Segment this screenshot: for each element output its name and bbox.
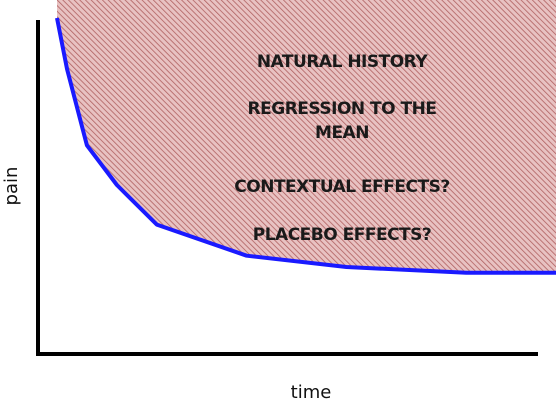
annotation-regression-line2: MEAN	[315, 123, 369, 143]
annotation-contextual-effects: CONTEXTUAL EFFECTS?	[234, 177, 449, 197]
x-axis-label: time	[291, 382, 332, 400]
shaded-region	[57, 0, 556, 273]
annotation-regression-line1: REGRESSION TO THE	[248, 99, 437, 119]
annotation-placebo-effects: PLACEBO EFFECTS?	[253, 225, 432, 245]
y-axis-label: pain	[1, 167, 22, 206]
series-line	[55, 17, 556, 275]
annotation-natural-history: NATURAL HISTORY	[257, 52, 428, 72]
